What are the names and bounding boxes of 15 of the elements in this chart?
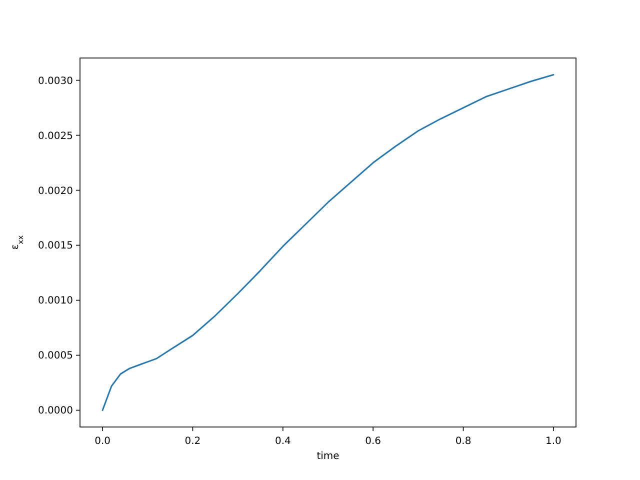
y-tick-label: 0.0025 xyxy=(38,130,73,142)
x-tick-label: 0.2 xyxy=(184,436,201,447)
x-tick-label: 0.8 xyxy=(455,436,472,447)
x-tick-label: 0.6 xyxy=(365,436,382,447)
x-axis-title: time xyxy=(316,451,340,462)
y-tick-label: 0.0000 xyxy=(38,406,73,417)
line-series xyxy=(102,74,554,411)
y-tick-label: 0.0010 xyxy=(38,296,73,307)
y-tick-label: 0.0015 xyxy=(38,240,73,252)
y-tick-label: 0.0020 xyxy=(38,186,73,197)
y-tick-label: 0.0005 xyxy=(38,350,73,362)
x-tick-label: 1.0 xyxy=(546,436,562,447)
x-tick-label: 0.0 xyxy=(94,436,110,447)
y-tick-label: 0.0030 xyxy=(38,76,73,87)
x-tick-label: 0.4 xyxy=(274,436,291,447)
